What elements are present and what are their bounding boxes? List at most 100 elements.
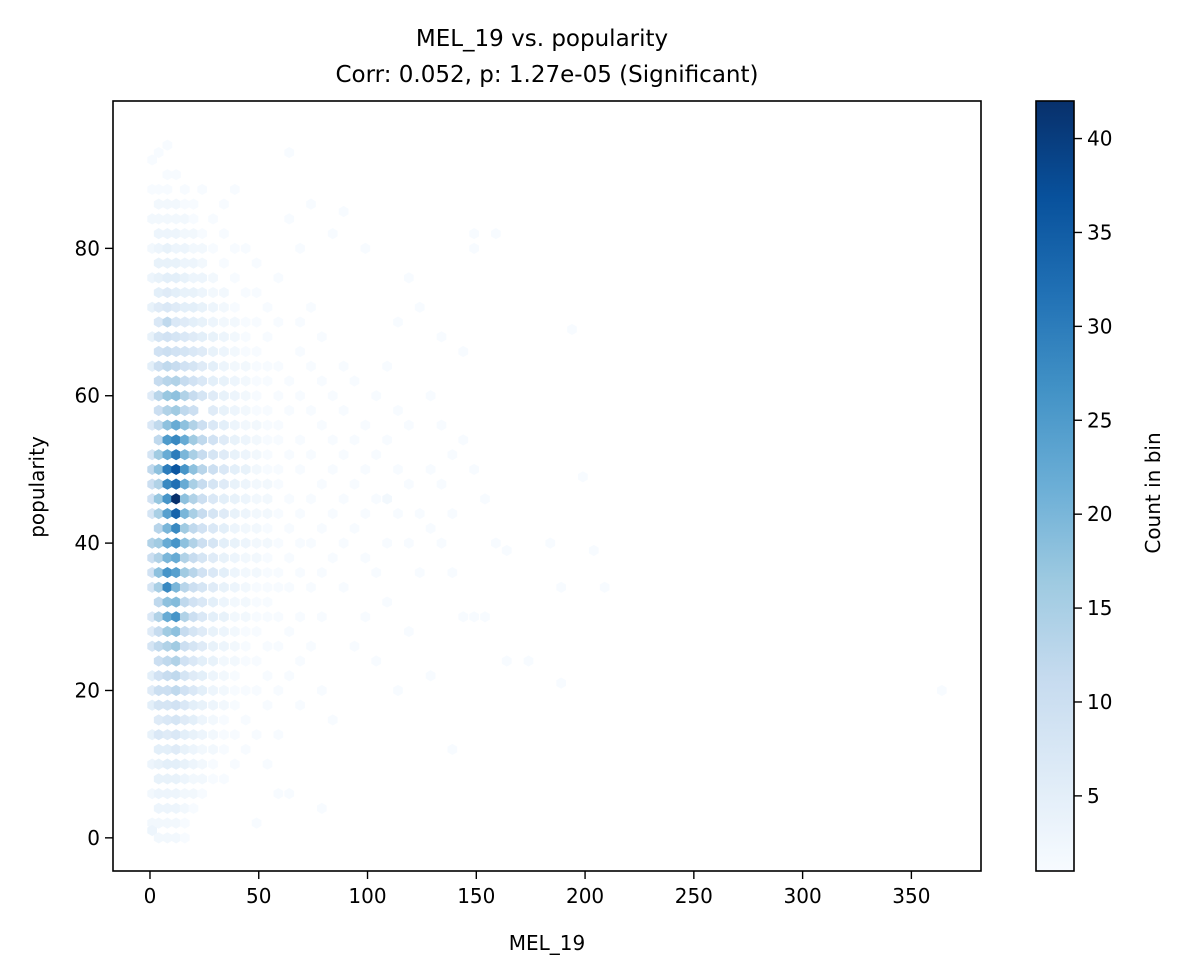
colorbar-tick-label: 5 bbox=[1087, 784, 1100, 808]
hexbin-cell bbox=[229, 758, 240, 770]
hexbin-cell bbox=[545, 537, 556, 549]
hexbin-cell bbox=[171, 611, 181, 623]
hexbin-cell bbox=[153, 272, 164, 284]
hexbin-cell bbox=[179, 729, 190, 741]
hexbin-cell bbox=[240, 390, 251, 402]
hexbin-cell bbox=[153, 699, 164, 711]
hexbin-cell bbox=[188, 242, 199, 254]
hexbin-cell bbox=[295, 242, 305, 254]
hexbin-cell bbox=[219, 331, 229, 343]
hexbin-cell bbox=[219, 419, 229, 431]
hexbin-cell bbox=[219, 670, 229, 682]
hexbin-cell bbox=[197, 788, 208, 800]
hexbin-cell bbox=[188, 493, 199, 505]
hexbin-cell bbox=[491, 537, 501, 549]
hexbin-cell bbox=[162, 596, 173, 608]
hexbin-cell bbox=[153, 640, 164, 652]
hexbin-cell bbox=[153, 596, 164, 608]
hexbin-cell bbox=[447, 743, 458, 756]
hexbin-cell bbox=[219, 345, 229, 358]
hexbin-cell bbox=[197, 684, 208, 697]
hexbin-cell bbox=[349, 434, 360, 446]
hexbin-cell bbox=[371, 493, 382, 505]
hexbin-cell bbox=[229, 360, 240, 372]
hexbin-cell bbox=[179, 743, 190, 756]
hexbin-cell bbox=[295, 537, 305, 549]
hexbin-cell bbox=[208, 331, 218, 343]
hexbin-cell bbox=[219, 596, 229, 608]
hexbin-cell bbox=[179, 449, 190, 461]
hexbin-cell bbox=[153, 625, 164, 638]
hexbin-cell bbox=[153, 478, 164, 490]
hexbin-cell bbox=[153, 242, 164, 254]
hexbin-cell bbox=[262, 611, 273, 623]
hexbin-cell bbox=[153, 316, 164, 328]
hexbin-cell bbox=[162, 228, 173, 240]
hexbin-cell bbox=[229, 537, 240, 549]
hexbin-cell bbox=[197, 390, 208, 402]
hexbin-cell bbox=[240, 684, 251, 697]
hexbin-cell bbox=[240, 625, 251, 638]
hexbin-cell bbox=[219, 508, 229, 520]
hexbin-cell bbox=[179, 802, 190, 814]
hexbin-cell bbox=[162, 316, 173, 328]
hexbin-cell bbox=[567, 323, 577, 336]
hexbin-cell bbox=[458, 611, 469, 623]
hexbin-cell bbox=[197, 183, 208, 196]
hexbin-cell bbox=[171, 581, 181, 593]
hexbin-cell bbox=[197, 331, 208, 343]
hexbin-cell bbox=[480, 611, 490, 623]
hexbin-cell bbox=[338, 205, 349, 218]
hexbin-cell bbox=[171, 714, 181, 726]
hexbin-cell bbox=[188, 552, 199, 564]
hexbin-cell bbox=[273, 463, 284, 476]
hexbin-cell bbox=[153, 611, 164, 623]
hexbin-cell bbox=[153, 581, 164, 593]
hexbin-cell bbox=[153, 404, 164, 417]
hexbin-cell bbox=[162, 272, 173, 284]
hexbin-cell bbox=[208, 390, 218, 402]
hexbin-cell bbox=[273, 272, 284, 284]
hexbin-cell bbox=[284, 213, 295, 225]
colorbar-tick-label: 40 bbox=[1087, 127, 1112, 151]
hexbin-cell bbox=[229, 390, 240, 402]
hexbin-cell bbox=[153, 449, 164, 461]
hexbin-cell bbox=[229, 434, 240, 446]
hexbin-cell bbox=[382, 434, 392, 446]
hexbin-cell bbox=[240, 714, 251, 726]
hexbin-cell bbox=[188, 228, 199, 240]
hexbin-cell bbox=[179, 640, 190, 652]
hexbin-cell bbox=[153, 773, 164, 785]
hexbin-cell bbox=[447, 566, 458, 579]
hexbin-cell bbox=[188, 301, 199, 313]
hexbin-cell bbox=[179, 301, 190, 313]
hexbin-cell bbox=[153, 345, 164, 358]
colorbar-tick-label: 30 bbox=[1087, 314, 1112, 338]
hexbin-cell bbox=[480, 493, 490, 505]
hexbin-cell bbox=[229, 508, 240, 520]
hexbin-cell bbox=[188, 670, 199, 682]
hexbin-cell bbox=[179, 390, 190, 402]
hexbin-cell bbox=[188, 272, 199, 284]
hexbin-cell bbox=[578, 471, 588, 483]
hexbin-cell bbox=[262, 508, 273, 520]
hexbin-cell bbox=[162, 625, 173, 638]
hexbin-cell bbox=[188, 213, 199, 225]
hexbin-cell bbox=[162, 758, 173, 770]
hexbin-cell bbox=[262, 404, 273, 417]
hexbin-cell bbox=[162, 331, 173, 343]
hexbin-cell bbox=[162, 213, 173, 225]
hexbin-cell bbox=[251, 596, 262, 608]
hexbin-cell bbox=[153, 375, 164, 387]
hexbin-cell bbox=[171, 419, 181, 431]
hexbin-cell bbox=[162, 478, 173, 490]
hexbin-cell bbox=[523, 655, 534, 667]
hexbin-cell bbox=[208, 508, 218, 520]
hexbin-cell bbox=[197, 434, 208, 446]
hexbin-cell bbox=[208, 272, 218, 284]
hexbin-cell bbox=[327, 463, 338, 476]
hexbin-cell bbox=[251, 729, 262, 741]
hexbin-cell bbox=[162, 463, 173, 476]
hexbin-cell bbox=[219, 198, 229, 210]
